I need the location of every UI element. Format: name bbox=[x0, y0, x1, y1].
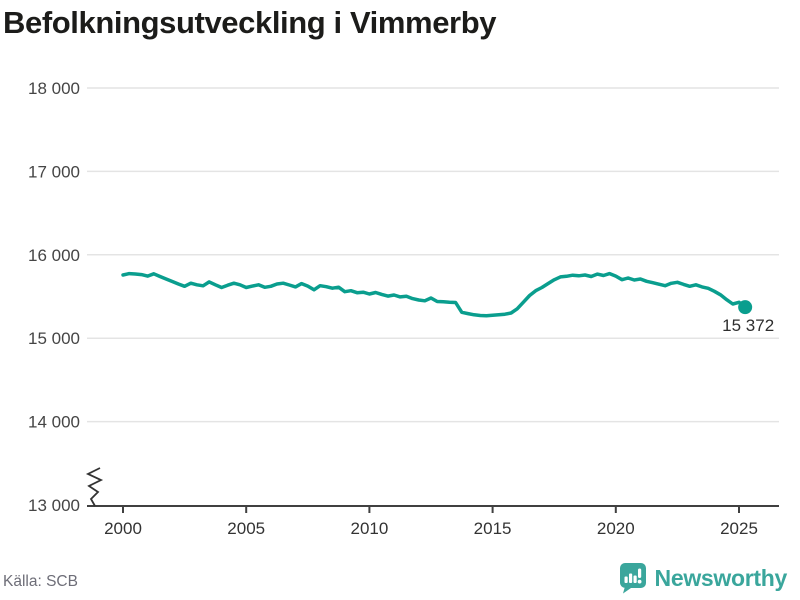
source-caption: Källa: SCB bbox=[3, 573, 78, 590]
x-axis-tick-label: 2020 bbox=[597, 519, 635, 538]
newsworthy-logo-icon bbox=[619, 563, 646, 594]
logo-exclamation-icon bbox=[637, 568, 641, 578]
latest-value-label: 15 372 bbox=[722, 316, 774, 335]
y-axis-tick-label: 13 000 bbox=[28, 496, 80, 515]
x-axis-tick-label: 2025 bbox=[720, 519, 758, 538]
x-axis-tick-label: 2015 bbox=[474, 519, 512, 538]
y-axis-tick-label: 14 000 bbox=[28, 413, 80, 432]
y-axis-tick-label: 18 000 bbox=[28, 79, 80, 98]
chart-title: Befolkningsutveckling i Vimmerby bbox=[3, 5, 497, 40]
y-axis-tick-label: 15 000 bbox=[28, 329, 80, 348]
newsworthy-logo: Newsworthy bbox=[619, 562, 787, 594]
logo-bar-icon bbox=[628, 573, 632, 583]
x-axis-tick-label: 2005 bbox=[227, 519, 265, 538]
y-axis-tick-label: 17 000 bbox=[28, 162, 80, 181]
newsworthy-logo-text: Newsworthy bbox=[654, 564, 788, 591]
x-axis-tick-label: 2010 bbox=[350, 519, 388, 538]
y-axis-tick-label: 16 000 bbox=[28, 246, 80, 265]
axis-break-icon bbox=[85, 467, 104, 507]
logo-exclamation-dot-icon bbox=[637, 579, 642, 584]
logo-bar-icon bbox=[624, 576, 628, 583]
population-line bbox=[121, 271, 747, 318]
x-axis-tick-label: 2000 bbox=[104, 519, 142, 538]
logo-bar-icon bbox=[633, 575, 637, 583]
latest-point-dot bbox=[738, 300, 753, 315]
